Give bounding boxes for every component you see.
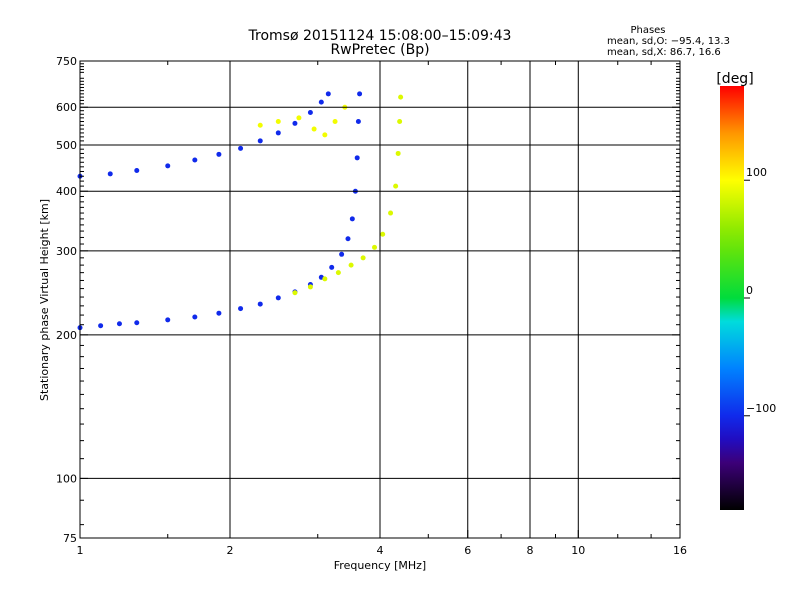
echo-point (165, 163, 171, 169)
colorbar-gradient (720, 86, 744, 510)
echo-point (165, 317, 171, 323)
colorbar-label: [deg] (716, 71, 753, 87)
chart-subtitle: RwPretec (Bp) (330, 42, 429, 58)
y-tick-label: 100 (56, 472, 77, 485)
echo-point (275, 119, 281, 125)
echo-point (335, 270, 341, 276)
echo-point (257, 122, 263, 128)
colorbar-tick-label: 0 (746, 284, 753, 297)
x-tick-label: 4 (377, 544, 384, 557)
echo-point (380, 231, 386, 237)
scatter-points (77, 91, 404, 331)
echo-point (322, 132, 328, 138)
y-tick-label: 750 (56, 55, 77, 68)
colorbar-tick-label: 100 (746, 166, 767, 179)
echo-point (275, 295, 281, 301)
echo-point (355, 119, 361, 125)
x-tick-label: 10 (571, 544, 585, 557)
echo-point (397, 119, 403, 125)
colorbar-tick-label: −100 (746, 402, 776, 415)
echo-point (325, 91, 331, 97)
echo-point (216, 151, 222, 157)
echo-point (292, 120, 298, 126)
y-axis-label: Stationary phase Virtual Height [km] (38, 199, 51, 401)
echo-point (238, 145, 244, 151)
echo-point (339, 251, 345, 257)
x-tick-label: 2 (227, 544, 234, 557)
x-tick-label: 16 (673, 544, 687, 557)
chart-title: Tromsø 20151124 15:08:00–15:09:43 (248, 28, 512, 44)
echo-point (329, 264, 335, 270)
echo-point (348, 262, 354, 268)
y-tick-label: 200 (56, 329, 77, 342)
y-tick-label: 500 (56, 139, 77, 152)
echo-point (134, 320, 140, 326)
x-axis-label: Frequency [MHz] (334, 559, 426, 572)
echo-point (116, 321, 122, 327)
echo-point (372, 244, 378, 250)
echo-point (388, 210, 394, 216)
echo-point (360, 255, 366, 261)
echo-point (318, 99, 324, 105)
echo-point (307, 109, 313, 115)
x-tick-label: 1 (77, 544, 84, 557)
echo-point (134, 168, 140, 174)
phase-colorbar: 100 0 −100 (720, 86, 776, 510)
echo-point (98, 323, 104, 329)
y-tick-label: 300 (56, 245, 77, 258)
echo-point (257, 138, 263, 144)
y-tick-label: 600 (56, 101, 77, 114)
x-tick-label: 6 (464, 544, 471, 557)
echo-point (238, 306, 244, 312)
stats-x-mode: mean, sd,X: 86.7, 16.6 (607, 47, 721, 58)
echo-point (349, 216, 355, 222)
echo-point (257, 301, 263, 307)
x-tick-label: 8 (527, 544, 534, 557)
echo-point (354, 155, 360, 161)
stats-o-mode: mean, sd,O: −95.4, 13.3 (607, 36, 730, 47)
echo-point (192, 314, 198, 320)
echo-point (357, 91, 363, 97)
echo-point (296, 115, 302, 121)
echo-point (332, 119, 338, 125)
stats-header: Phases (630, 25, 665, 36)
echo-point (395, 150, 401, 156)
echo-point (322, 276, 328, 282)
echo-point (192, 157, 198, 163)
y-tick-label: 75 (63, 532, 77, 545)
echo-point (107, 171, 113, 177)
echo-point (311, 126, 317, 132)
echo-point (216, 310, 222, 316)
echo-point (275, 130, 281, 136)
echo-point (393, 183, 399, 189)
echo-point (307, 284, 313, 290)
echo-point (398, 94, 404, 100)
y-tick-label: 400 (56, 185, 77, 198)
echo-point (292, 290, 298, 296)
echo-point (345, 236, 351, 242)
